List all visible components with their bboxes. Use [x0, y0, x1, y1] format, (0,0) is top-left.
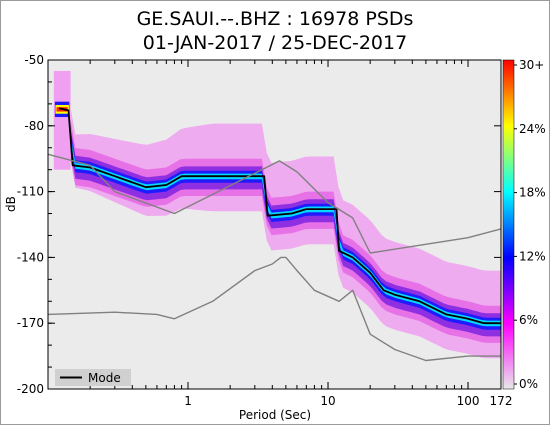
legend-box: [55, 369, 131, 386]
psd-lines: [48, 107, 501, 362]
y-ticks: -50 -80 -110 -140 -170 -200: [17, 53, 501, 396]
x-tick-label: 10: [320, 394, 335, 408]
noise-model-line: [48, 256, 501, 362]
density-band: [53, 70, 71, 170]
noise-model-line: [48, 153, 501, 254]
density-band: [70, 132, 501, 330]
legend-mode-label: Mode: [88, 371, 121, 385]
y-tick-label: -140: [17, 250, 44, 264]
x-ticks: 1 10 100 172: [47, 60, 513, 408]
y-tick-label: -80: [24, 119, 44, 133]
colorbar-label: 12%: [519, 249, 546, 263]
y-tick-label: -50: [24, 53, 44, 67]
y-tick-label: -200: [17, 382, 44, 396]
x-tick-label: 172: [490, 394, 513, 408]
colorbar-label: 30+: [519, 58, 544, 72]
y-tick-label: -110: [17, 185, 44, 199]
chart-title: GE.SAUI.--.BHZ : 16978 PSDs: [136, 8, 414, 30]
colorbar-label: 0%: [519, 377, 538, 391]
legend: Mode: [55, 369, 131, 386]
colorbar-label: 24%: [519, 122, 546, 136]
plot-frame: [47, 59, 502, 390]
x-axis-label: Period (Sec): [238, 408, 312, 422]
colorbar: 30+ 24% 18% 12% 6% 0%: [502, 58, 546, 391]
y-tick-label: -170: [17, 316, 44, 330]
colorbar-label: 6%: [519, 313, 538, 327]
psd-density-cloud: [53, 70, 501, 359]
axes: [47, 59, 502, 390]
x-tick-label: 1: [184, 394, 192, 408]
chart-subtitle: 01-JAN-2017 / 25-DEC-2017: [142, 32, 408, 54]
colorbar-scale: [502, 59, 515, 390]
mode-line: [58, 107, 501, 325]
x-tick-label: 100: [457, 394, 480, 408]
colorbar-label: 18%: [519, 186, 546, 200]
